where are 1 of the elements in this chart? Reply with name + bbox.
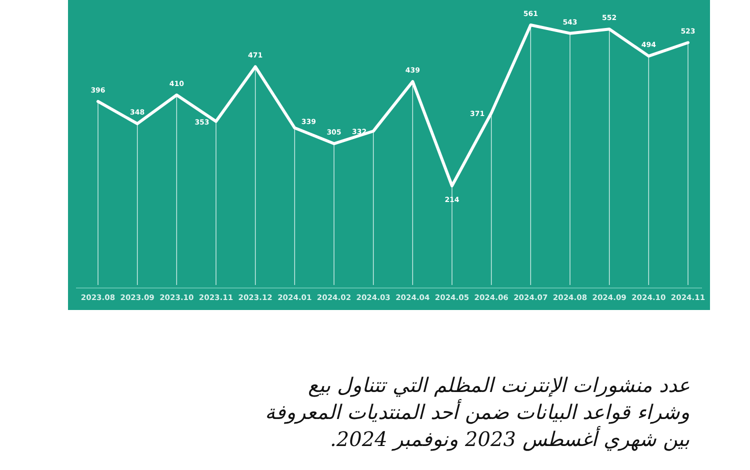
text: عدد منشورات الإنترنت المظلم التي تتناول بيع وشراء قواعد البيانات ضمن أحد المنتديات المعروفة بين شهري أغسطس 2023 ونوفمبر 2024. — [264, 372, 690, 453]
